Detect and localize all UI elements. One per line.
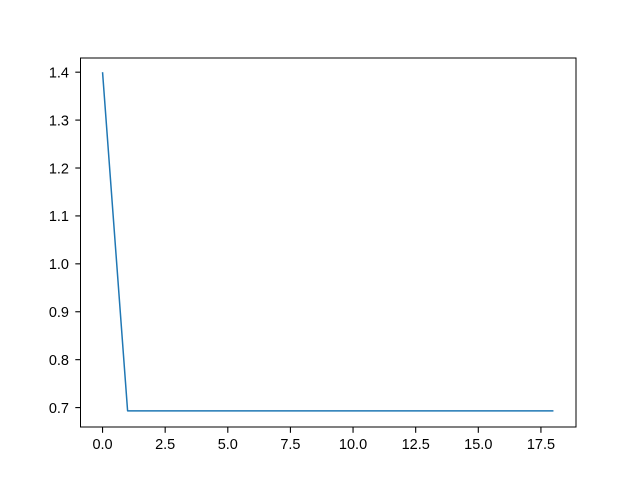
svg-text:0.8: 0.8 xyxy=(49,353,69,369)
svg-text:15.0: 15.0 xyxy=(464,437,492,453)
svg-text:2.5: 2.5 xyxy=(155,437,175,453)
svg-text:5.0: 5.0 xyxy=(218,437,238,453)
svg-text:10.0: 10.0 xyxy=(339,437,367,453)
svg-text:1.3: 1.3 xyxy=(49,113,69,129)
svg-text:17.5: 17.5 xyxy=(527,437,555,453)
svg-text:1.2: 1.2 xyxy=(49,161,69,177)
svg-text:0.7: 0.7 xyxy=(49,401,69,417)
svg-text:1.0: 1.0 xyxy=(49,257,69,273)
svg-text:0.9: 0.9 xyxy=(49,305,69,321)
svg-text:12.5: 12.5 xyxy=(402,437,430,453)
svg-text:0.0: 0.0 xyxy=(92,437,112,453)
svg-text:7.5: 7.5 xyxy=(280,437,300,453)
svg-text:1.4: 1.4 xyxy=(49,66,69,82)
svg-text:1.1: 1.1 xyxy=(49,209,69,225)
